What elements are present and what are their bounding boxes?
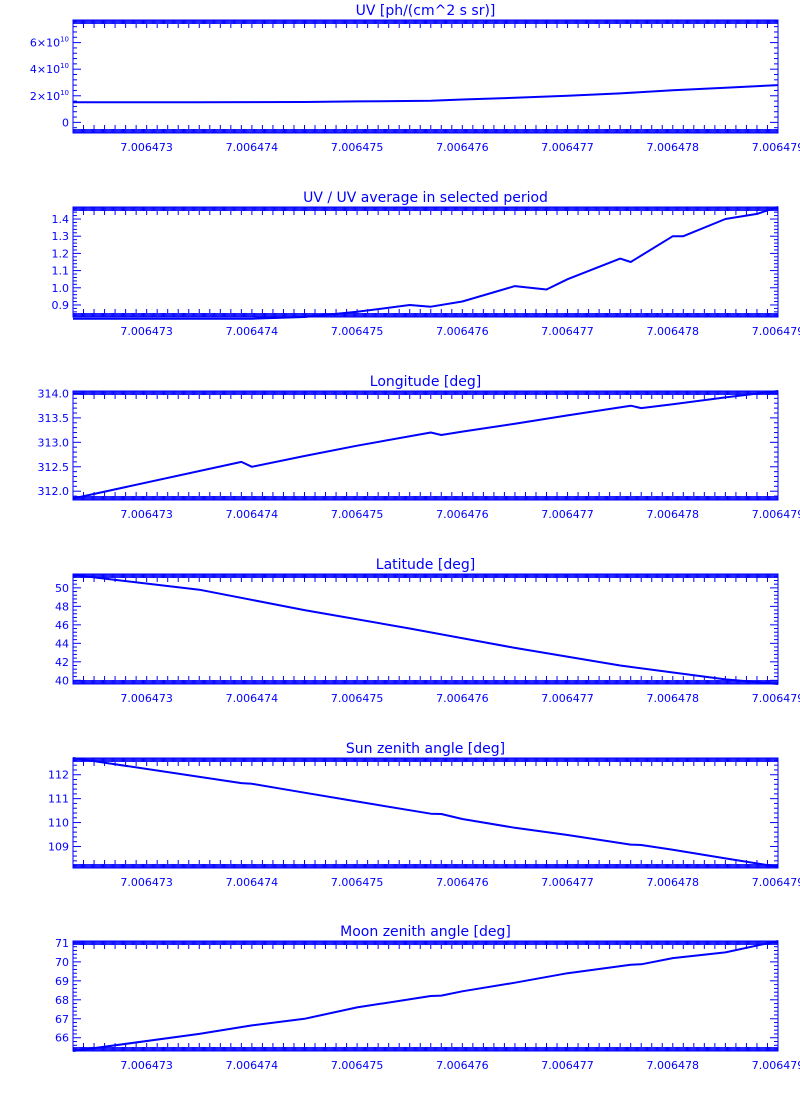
x-tick-label: 7.006476: [436, 141, 489, 154]
x-tick-label: 7.006476: [436, 325, 489, 338]
x-tick-label: 7.006479: [752, 325, 800, 338]
y-tick-base: 6×10: [30, 37, 60, 50]
y-tick-label: 6×1010: [30, 36, 69, 50]
x-tick-label: 7.006477: [541, 141, 594, 154]
chart-title: UV / UV average in selected period: [303, 190, 548, 206]
y-tick-label: 312.5: [38, 461, 70, 474]
y-tick-base: 4×10: [30, 63, 60, 76]
y-tick-label: 0: [62, 116, 69, 129]
chart-panel: UV [ph/(cm^2 s sr)] 7.006473 7.006474 7.006…: [30, 3, 800, 154]
y-tick-label: 2×1010: [30, 89, 69, 103]
plot-frame: [72, 19, 779, 134]
x-tick-label: 7.006477: [541, 325, 594, 338]
y-tick-label: 312.0: [38, 485, 70, 498]
chart-panel: Longitude [deg] 7.006473 7.006474 7.006475 7…: [38, 374, 800, 521]
y-tick-exponent: 10: [60, 62, 69, 70]
y-tick-label: 314.0: [38, 387, 70, 400]
plot-frame: [72, 206, 779, 318]
plot-frame: [72, 573, 779, 685]
x-tick-label: 7.006478: [647, 141, 700, 154]
y-tick-label: 0.9: [52, 299, 70, 312]
chart-panel: Latitude [deg]7.006473 7.006474 7.006475 7.…: [55, 557, 800, 705]
x-tick-label: 7.006473: [120, 508, 173, 521]
x-tick-label: 7.006475: [331, 325, 384, 338]
series-line: [72, 390, 779, 500]
x-tick-label: 7.006475: [331, 508, 384, 521]
series-line: [73, 206, 779, 320]
x-tick-label: 7.006474: [226, 508, 279, 521]
y-tick-label: 313.0: [38, 436, 70, 449]
x-tick-label: 7.006477: [541, 508, 594, 521]
plot-frame: [72, 390, 779, 501]
chart-title: Latitude [deg]: [376, 557, 475, 573]
y-tick-exponent: 10: [60, 36, 69, 44]
x-tick-label: 7.006478: [647, 508, 700, 521]
y-tick-label: 1.4: [52, 213, 70, 226]
x-tick-label: 7.006473: [120, 325, 173, 338]
series-line: [73, 84, 779, 104]
x-tick-label: 7.006474: [226, 141, 279, 154]
y-tick-label: 1.1: [52, 265, 70, 278]
chart-title: Longitude [deg]: [370, 374, 481, 390]
x-tick-label: 7.006479: [752, 508, 800, 521]
x-tick-label: 7.006479: [752, 141, 800, 154]
y-tick-label: 4×1010: [30, 62, 69, 76]
chart-title: UV [ph/(cm^2 s sr)]: [356, 3, 496, 19]
x-tick-label: 7.006473: [120, 141, 173, 154]
x-tick-label: 7.006476: [436, 508, 489, 521]
x-tick-label: 7.006475: [331, 141, 384, 154]
chart-panel: UV / UV average in selected period 7.0064…: [52, 190, 800, 338]
y-tick-base: 2×10: [30, 90, 60, 103]
x-tick-label: 7.006474: [226, 325, 279, 338]
x-tick-label: 7.006478: [647, 325, 700, 338]
y-tick-label: 1.2: [52, 247, 70, 260]
y-tick-exponent: 10: [60, 89, 69, 97]
y-tick-label: 1.3: [52, 230, 70, 243]
y-tick-label: 313.5: [38, 412, 70, 425]
y-tick-label: 1.0: [52, 282, 70, 295]
